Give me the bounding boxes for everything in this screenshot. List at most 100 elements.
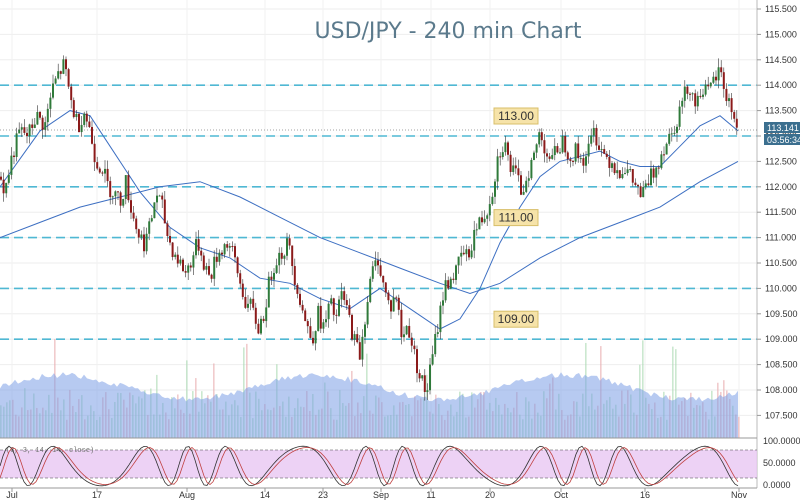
candle-body: [140, 234, 143, 238]
candle-body: [564, 135, 567, 153]
candle-body: [20, 127, 23, 130]
candle-body: [569, 159, 572, 161]
x-tick-label: 11: [426, 490, 435, 500]
candle-body: [26, 132, 28, 137]
candle-body: [423, 375, 426, 392]
candle-body: [642, 187, 645, 198]
candle-body: [416, 349, 418, 374]
y-tick-label: 112.000: [765, 182, 797, 192]
candle-body: [286, 238, 288, 256]
candle-body: [33, 124, 36, 128]
candle-body: [551, 155, 554, 159]
candle-body: [384, 282, 387, 293]
candle-body: [621, 174, 624, 179]
candle-body: [223, 244, 226, 255]
current-price-marker: 113.141 03:56:34: [0, 122, 800, 145]
volume-layer: [0, 338, 740, 438]
candle-body: [670, 133, 673, 135]
candle-body: [408, 325, 411, 338]
candle-body: [275, 265, 278, 273]
candle-body: [59, 71, 62, 74]
candle-body: [163, 199, 166, 224]
time-badge: [764, 134, 800, 145]
y-tick-label: 110.000: [765, 283, 797, 293]
candle-body: [366, 301, 369, 325]
candle-body: [465, 249, 468, 255]
candle-body: [187, 265, 190, 273]
candle-body: [522, 191, 525, 195]
candle-body: [338, 299, 340, 316]
candle-body: [215, 256, 218, 262]
candle-body: [699, 95, 702, 97]
candle-body: [730, 98, 733, 113]
y-tick-label: 107.500: [765, 410, 798, 420]
volume-bar: [642, 340, 644, 438]
level-label: 111.00: [499, 211, 534, 225]
candle-body: [85, 113, 88, 122]
candle-body: [31, 124, 34, 128]
candle-body: [598, 145, 600, 150]
candle-body: [387, 292, 390, 301]
candle-body: [678, 106, 681, 127]
candle-body: [239, 273, 242, 284]
osc-tick-50: 50.0000: [763, 458, 796, 468]
candle-body: [452, 278, 455, 280]
candle-body: [184, 271, 187, 273]
candle-body: [442, 300, 444, 306]
candle-body: [88, 121, 91, 127]
candle-body: [429, 364, 431, 391]
candle-body: [231, 246, 234, 248]
candle-body: [447, 280, 450, 289]
candle-body: [592, 127, 595, 136]
candle-body: [647, 183, 650, 186]
candle-body: [319, 305, 322, 329]
candle-body: [707, 84, 710, 87]
candle-body: [228, 246, 231, 248]
candle-body: [78, 113, 80, 133]
candle-body: [694, 93, 697, 107]
x-axis: Jul 17 Aug 14 23 Sep 11 20 Oct 16 Nov: [6, 488, 747, 500]
candle-body: [52, 83, 54, 98]
candle-body: [202, 255, 205, 270]
candle-body: [681, 100, 684, 107]
candle-body: [153, 202, 156, 219]
candle-body: [561, 135, 564, 153]
candle-body: [353, 334, 356, 340]
candle-body: [96, 162, 99, 169]
y-tick-label: 115.000: [765, 29, 797, 39]
candle-body: [618, 170, 621, 179]
candle-body: [124, 175, 127, 199]
candle-body: [270, 276, 273, 280]
candle-body: [634, 182, 637, 185]
candle-body: [345, 300, 348, 306]
candle-body: [137, 229, 140, 238]
x-tick-label: Jul: [6, 490, 18, 500]
candle-body: [673, 132, 676, 134]
candle-body: [444, 280, 447, 301]
candle-body: [364, 324, 366, 337]
candle-body: [494, 181, 496, 197]
candle-body: [62, 59, 65, 74]
x-tick-label: Aug: [179, 490, 195, 500]
candle-body: [218, 252, 221, 262]
candle-body: [491, 196, 494, 205]
candle-body: [512, 165, 515, 173]
candle-body: [517, 168, 520, 176]
candle-body: [244, 296, 247, 308]
candle-body: [221, 252, 223, 255]
candle-body: [616, 170, 619, 174]
candle-body: [54, 78, 57, 84]
candle-body: [356, 334, 359, 343]
candle-body: [709, 82, 712, 87]
candle-body: [200, 250, 203, 256]
oscillator-label: (3, 3, 14, 14, close): [6, 447, 94, 455]
candle-body: [457, 256, 460, 266]
candle-body: [98, 168, 101, 173]
candle-body: [156, 195, 158, 203]
x-tick-label: 14: [260, 490, 270, 500]
candle-body: [660, 154, 663, 169]
candle-body: [663, 154, 665, 156]
candle-body: [525, 180, 528, 192]
candle-body: [260, 318, 262, 334]
